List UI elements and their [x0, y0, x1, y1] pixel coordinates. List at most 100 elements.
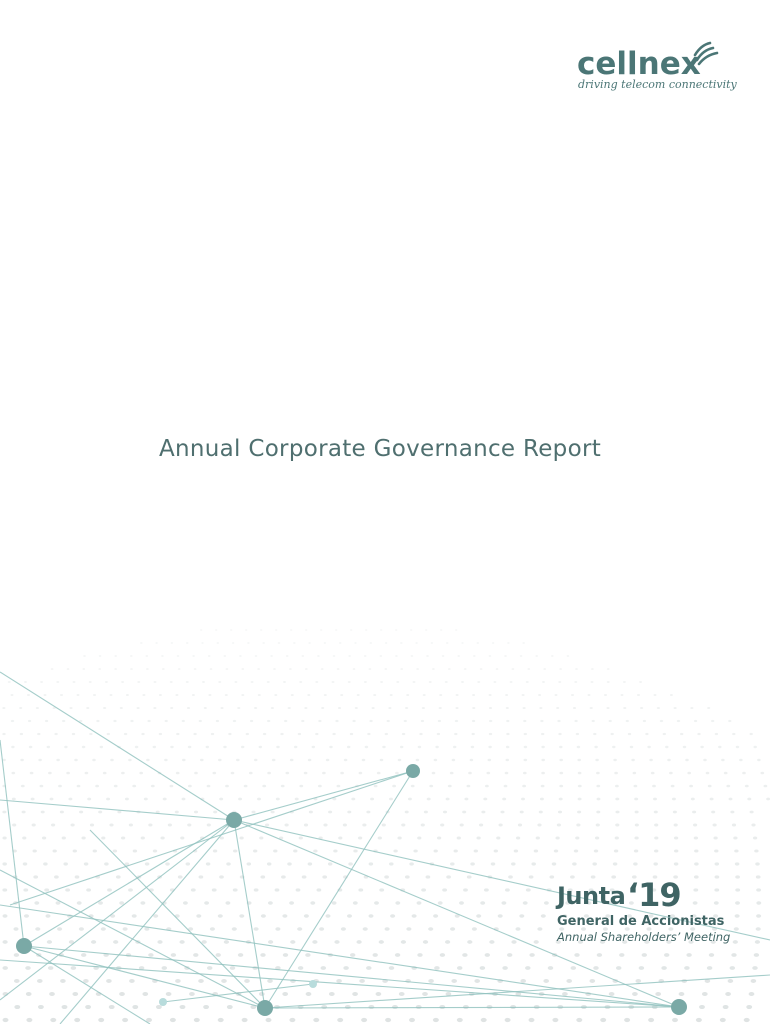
globe-dot	[332, 797, 337, 801]
globe-dot	[389, 693, 393, 697]
globe-dot	[206, 823, 211, 827]
globe-dot	[726, 784, 731, 788]
globe-dot	[422, 992, 428, 996]
globe-dot	[449, 771, 454, 775]
globe-dot	[2, 732, 6, 736]
globe-dot	[456, 1017, 463, 1023]
globe-dot	[396, 681, 400, 683]
globe-dot	[193, 732, 197, 736]
globe-dot	[749, 810, 754, 814]
globe-dot	[755, 862, 760, 866]
globe-dot	[258, 745, 263, 749]
globe-dot	[576, 1017, 583, 1023]
globe-dot	[266, 681, 270, 683]
globe-dot	[281, 875, 286, 879]
globe-dot	[267, 901, 273, 905]
globe-dot	[504, 771, 509, 775]
globe-dot	[293, 849, 298, 853]
globe-dot	[680, 732, 684, 736]
globe-dot	[653, 693, 657, 697]
globe-dot	[37, 732, 41, 736]
globe-dot	[469, 758, 474, 762]
globe-dot	[466, 875, 472, 879]
globe-dot	[13, 953, 20, 957]
globe-dot	[570, 966, 577, 970]
globe-dot	[56, 681, 60, 683]
globe-dot	[428, 979, 434, 983]
globe-dot	[553, 849, 559, 853]
network-line	[9, 770, 414, 906]
globe-dot	[202, 681, 205, 683]
globe-dot	[87, 797, 92, 801]
globe-dot	[471, 732, 475, 736]
globe-dot	[334, 940, 340, 944]
globe-dot	[323, 642, 327, 644]
globe-dot	[476, 836, 481, 840]
globe-dot	[459, 901, 464, 905]
globe-dot	[505, 758, 510, 762]
globe-dot	[59, 810, 64, 814]
globe-dot	[160, 836, 165, 840]
globe-dot	[56, 758, 60, 762]
globe-dot	[352, 992, 358, 996]
globe-dot	[204, 901, 210, 905]
globe-dot	[693, 719, 698, 723]
globe-dot	[277, 642, 281, 644]
globe-dot	[678, 992, 685, 996]
globe-dot	[27, 719, 32, 723]
junta-word: Junta	[557, 882, 626, 910]
globe-dot	[223, 655, 227, 657]
network-line	[233, 819, 770, 941]
globe-dot	[260, 629, 263, 631]
globe-dot	[230, 629, 233, 631]
globe-dot	[477, 681, 481, 683]
globe-dot	[406, 927, 412, 931]
globe-dot	[667, 758, 671, 762]
globe-dot	[540, 719, 544, 723]
globe-dot	[650, 771, 655, 775]
globe-dot	[366, 810, 371, 814]
globe-dot	[403, 719, 407, 723]
globe-dot	[86, 888, 91, 892]
globe-dot	[144, 927, 150, 931]
globe-dot	[320, 966, 327, 970]
globe-dot	[331, 901, 337, 905]
globe-dot	[265, 823, 270, 827]
globe-dot	[43, 862, 48, 866]
globe-dot	[54, 875, 59, 879]
globe-dot	[409, 1017, 415, 1023]
globe-dot	[673, 706, 677, 710]
globe-dot	[455, 706, 459, 710]
globe-dot	[600, 1017, 607, 1023]
network-line	[0, 819, 235, 1001]
globe-dot	[693, 823, 698, 827]
globe-dot	[26, 1017, 33, 1023]
globe-dot	[556, 823, 561, 827]
globe-dot	[694, 849, 699, 853]
globe-dot	[55, 901, 61, 905]
globe-dot	[659, 719, 664, 723]
globe-dot	[364, 745, 369, 749]
globe-dot	[522, 642, 525, 644]
globe-dot	[397, 758, 402, 762]
globe-dot	[113, 940, 119, 944]
globe-dot	[574, 953, 580, 957]
globe-dot	[142, 992, 149, 996]
globe-dot	[295, 888, 301, 892]
globe-dot	[669, 914, 676, 918]
globe-dot	[695, 1017, 702, 1023]
globe-dot	[201, 940, 207, 944]
globe-dot	[191, 693, 195, 697]
globe-dot	[633, 862, 638, 866]
globe-dot	[176, 732, 180, 736]
globe-dot	[41, 836, 47, 840]
globe-dot	[346, 914, 353, 918]
globe-dot	[162, 797, 167, 801]
globe-dot	[25, 992, 32, 996]
globe-dot	[340, 771, 344, 775]
globe-dot	[106, 797, 111, 801]
globe-dot	[340, 693, 344, 697]
globe-dot	[2, 862, 7, 866]
globe-dot	[599, 940, 606, 944]
globe-dot	[113, 719, 117, 723]
